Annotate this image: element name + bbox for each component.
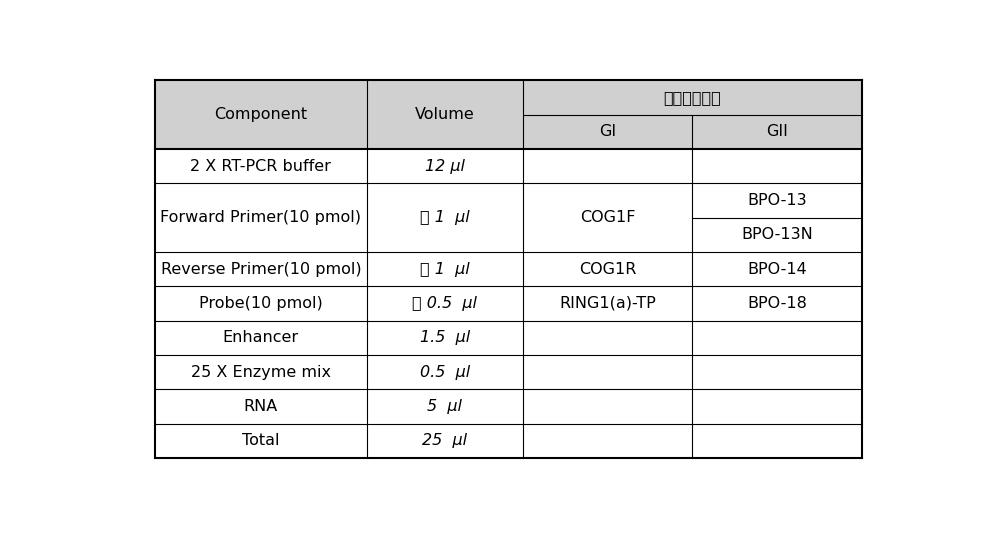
- Text: BPO-13: BPO-13: [747, 193, 806, 208]
- Bar: [523, 424, 692, 458]
- Bar: [692, 286, 862, 321]
- Text: 각 1  μl: 각 1 μl: [420, 210, 469, 225]
- Text: Component: Component: [214, 107, 308, 122]
- Text: 12 μl: 12 μl: [425, 159, 464, 174]
- Text: Reverse Primer(10 pmol): Reverse Primer(10 pmol): [161, 262, 361, 277]
- Bar: [523, 321, 692, 355]
- Bar: [523, 355, 692, 389]
- Bar: [692, 183, 862, 217]
- Text: Total: Total: [242, 433, 280, 448]
- Bar: [367, 321, 523, 355]
- Bar: [155, 389, 367, 424]
- Text: RNA: RNA: [244, 399, 278, 414]
- Bar: [523, 149, 692, 183]
- Bar: [367, 149, 523, 183]
- Bar: [367, 355, 523, 389]
- Bar: [692, 424, 862, 458]
- Text: 25 X Enzyme mix: 25 X Enzyme mix: [190, 365, 331, 379]
- Text: Probe(10 pmol): Probe(10 pmol): [199, 296, 322, 311]
- Text: COG1F: COG1F: [579, 210, 635, 225]
- Text: 노로바이러스: 노로바이러스: [664, 90, 721, 105]
- Text: BPO-18: BPO-18: [747, 296, 807, 311]
- Text: 2 X RT-PCR buffer: 2 X RT-PCR buffer: [190, 159, 331, 174]
- Bar: [523, 252, 692, 286]
- Text: 0.5  μl: 0.5 μl: [420, 365, 470, 379]
- Bar: [155, 355, 367, 389]
- Bar: [523, 286, 692, 321]
- Bar: [692, 355, 862, 389]
- Bar: [523, 389, 692, 424]
- Text: 각 0.5  μl: 각 0.5 μl: [413, 296, 477, 311]
- Text: BPO-13N: BPO-13N: [741, 228, 813, 243]
- Bar: [155, 286, 367, 321]
- Bar: [523, 115, 692, 149]
- Text: Enhancer: Enhancer: [223, 330, 299, 345]
- Text: Volume: Volume: [415, 107, 474, 122]
- Bar: [692, 115, 862, 149]
- Text: GII: GII: [766, 124, 788, 139]
- Bar: [367, 286, 523, 321]
- Bar: [692, 252, 862, 286]
- Bar: [692, 389, 862, 424]
- Bar: [692, 149, 862, 183]
- Bar: [155, 149, 367, 183]
- Bar: [155, 424, 367, 458]
- Bar: [692, 217, 862, 252]
- Text: COG1R: COG1R: [578, 262, 636, 277]
- Bar: [692, 321, 862, 355]
- Text: Forward Primer(10 pmol): Forward Primer(10 pmol): [161, 210, 361, 225]
- Text: BPO-14: BPO-14: [747, 262, 807, 277]
- Text: GI: GI: [599, 124, 616, 139]
- Bar: [523, 80, 862, 115]
- Bar: [155, 321, 367, 355]
- Bar: [367, 389, 523, 424]
- Text: 각 1  μl: 각 1 μl: [420, 262, 469, 277]
- Text: 5  μl: 5 μl: [428, 399, 462, 414]
- Bar: [155, 252, 367, 286]
- Bar: [367, 424, 523, 458]
- Bar: [367, 252, 523, 286]
- Text: 25  μl: 25 μl: [423, 433, 467, 448]
- Text: RING1(a)-TP: RING1(a)-TP: [559, 296, 656, 311]
- Text: 1.5  μl: 1.5 μl: [420, 330, 470, 345]
